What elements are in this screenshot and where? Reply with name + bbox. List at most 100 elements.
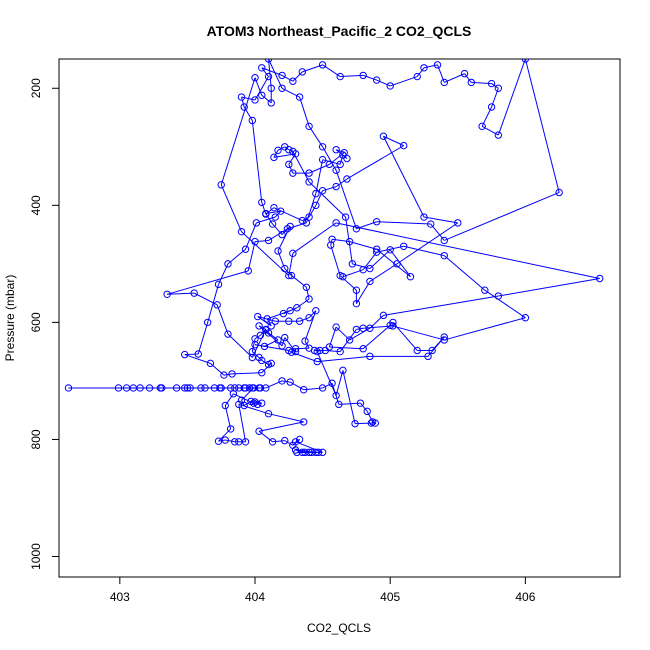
data-point — [352, 225, 361, 233]
series-line-segment — [369, 263, 398, 282]
series-line-segment — [261, 202, 267, 215]
series-line-segment — [241, 96, 245, 108]
data-point — [555, 188, 563, 197]
data-point — [371, 419, 380, 427]
data-point — [318, 186, 327, 195]
data-point — [312, 306, 320, 315]
series-line-segment — [315, 159, 324, 194]
y-tick-label: 800 — [29, 429, 43, 449]
series-line-segment — [272, 440, 285, 443]
data-point — [251, 237, 259, 246]
data-point — [305, 178, 313, 186]
data-point — [413, 346, 421, 355]
data-point — [332, 166, 340, 174]
series-line-segment — [289, 381, 304, 391]
series-line-segment — [308, 181, 346, 218]
series-line-segment — [390, 324, 445, 341]
series-line-segment — [184, 353, 199, 356]
data-point — [258, 64, 266, 72]
series-line-segment — [296, 298, 310, 309]
data-point — [285, 346, 293, 355]
data-point — [424, 352, 432, 361]
series-line-segment — [340, 74, 364, 78]
series-line-segment — [266, 318, 272, 327]
series-line-segment — [498, 277, 600, 297]
series-line-segment — [363, 325, 393, 329]
data-point — [596, 274, 604, 283]
data-point — [393, 260, 401, 268]
data-point — [366, 352, 374, 361]
data-point — [244, 267, 252, 275]
series-line-segment — [292, 71, 303, 82]
data-point — [454, 219, 462, 227]
data-point — [359, 345, 367, 353]
data-point — [258, 356, 266, 365]
data-point — [302, 219, 311, 227]
data-point — [210, 384, 219, 392]
data-point — [366, 264, 374, 273]
data-point — [289, 77, 297, 85]
data-point — [348, 260, 357, 268]
data-point — [255, 322, 263, 330]
series-line-segment — [224, 405, 232, 430]
data-point — [240, 103, 248, 111]
series-line-segment — [251, 351, 260, 358]
series-line-segment — [167, 292, 195, 295]
data-point — [359, 71, 367, 80]
series-line-segment — [302, 216, 310, 221]
data-point — [298, 216, 307, 225]
data-point — [226, 425, 235, 433]
data-point — [351, 419, 359, 428]
data-point — [345, 237, 354, 246]
data-point — [256, 331, 265, 339]
chart-title: ATOM3 Northeast_Pacific_2 CO2_QCLS — [207, 23, 472, 39]
series-line-segment — [383, 135, 404, 147]
data-point — [305, 344, 313, 352]
data-point — [420, 213, 428, 221]
data-point — [301, 448, 309, 457]
data-point — [325, 343, 334, 351]
series-line-segment — [288, 350, 292, 353]
data-point — [328, 379, 336, 387]
data-point — [440, 251, 448, 260]
data-point — [286, 306, 294, 315]
x-tick-label: 406 — [515, 590, 535, 604]
data-point — [268, 220, 277, 228]
data-point — [279, 309, 288, 318]
data-point — [271, 213, 279, 221]
data-point — [267, 322, 275, 330]
series-line-segment — [396, 222, 459, 265]
series-line-segment — [291, 351, 318, 363]
data-point — [248, 384, 257, 392]
series-line-segment — [238, 404, 247, 442]
data-point — [289, 249, 297, 258]
series-line-segment — [335, 370, 344, 396]
series-line-segment — [416, 67, 425, 77]
data-point — [494, 292, 503, 300]
data-point — [440, 236, 448, 245]
series-line-segment — [355, 422, 372, 425]
data-point — [285, 317, 293, 325]
data-point — [336, 72, 344, 81]
series-line-segment — [261, 67, 269, 77]
data-point — [352, 286, 361, 294]
data-point — [217, 181, 225, 189]
data-point — [318, 143, 327, 151]
data-point — [281, 333, 289, 342]
series-line-segment — [322, 382, 333, 389]
series-line-segment — [268, 413, 304, 423]
data-point — [214, 437, 223, 445]
data-point — [274, 247, 282, 255]
data-point — [231, 384, 239, 392]
series-line-segment — [329, 346, 364, 350]
series-line-segment — [167, 270, 249, 295]
data-point — [316, 346, 324, 355]
series-line-segment — [288, 253, 294, 276]
series-line-segment — [238, 403, 269, 415]
series-line-segment — [220, 77, 256, 185]
data-point — [271, 317, 279, 325]
data-point — [251, 335, 259, 343]
data-point — [235, 384, 243, 392]
data-point — [400, 242, 408, 250]
series-line-segment — [225, 439, 235, 443]
